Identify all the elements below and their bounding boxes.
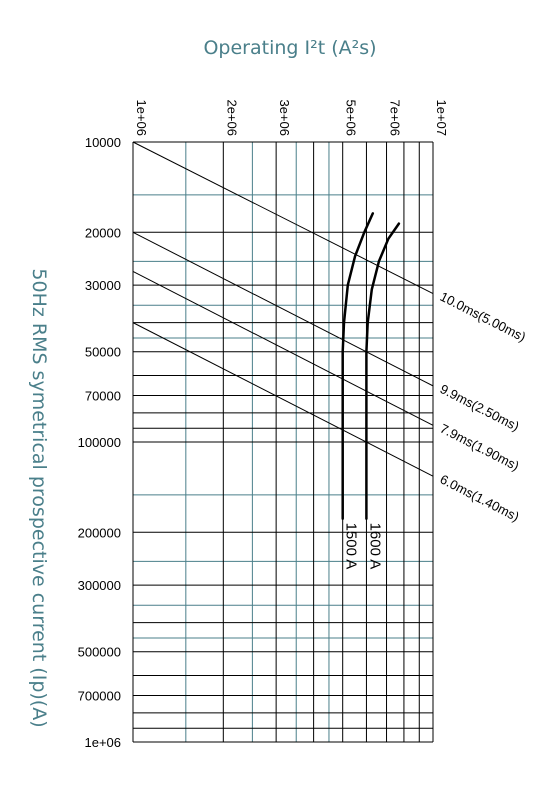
time-line-label: 10.0ms(5.00ms) (438, 289, 529, 345)
y-tick-label: 100000 (78, 435, 121, 450)
time-line (132, 231, 434, 387)
x-tick-label: 2e+06 (224, 99, 239, 136)
annotations: 10.0ms(5.00ms)9.9ms(2.50ms)7.9ms(1.90ms)… (343, 289, 529, 569)
fuse-curve (365, 222, 401, 520)
x-tick-label: 7e+06 (388, 99, 403, 136)
y-tick-label: 300000 (78, 578, 121, 593)
y-tick-label: 1e+06 (84, 735, 121, 750)
y-tick-label: 30000 (85, 278, 121, 293)
time-line (132, 322, 434, 477)
y-tick-label: 10000 (85, 135, 121, 150)
x-tick-label: 1e+06 (134, 99, 149, 136)
time-lines (132, 141, 434, 477)
y-tick-label: 70000 (85, 389, 121, 404)
chart-title: Operating I²t (A²s) (203, 37, 376, 59)
x-tick-labels: 1e+06 2e+06 3e+06 5e+06 7e+06 1e+07 (134, 99, 449, 136)
y-axis-label: 50Hz RMS symetrical prospective current … (28, 268, 50, 727)
curve-label: 1500 A (343, 523, 360, 570)
y-tick-label: 20000 (85, 225, 121, 240)
y-tick-labels: 10000 20000 30000 50000 70000 100000 200000 300… (78, 135, 121, 750)
grid-teal (133, 142, 433, 742)
time-line-label: 6.0ms(1.40ms) (438, 472, 522, 525)
x-tick-label: 1e+07 (434, 99, 449, 136)
y-tick-label: 200000 (78, 525, 121, 540)
curves (341, 212, 401, 520)
y-tick-label: 50000 (85, 345, 121, 360)
x-tick-label: 5e+06 (344, 99, 359, 136)
fuse-curve (341, 212, 375, 520)
time-line (132, 141, 434, 294)
curve-label: 1600 A (366, 523, 383, 570)
grid-black (132, 141, 434, 743)
time-line (132, 270, 434, 426)
y-tick-label: 500000 (78, 645, 121, 660)
y-tick-label: 700000 (78, 689, 121, 704)
x-tick-label: 3e+06 (277, 99, 292, 136)
